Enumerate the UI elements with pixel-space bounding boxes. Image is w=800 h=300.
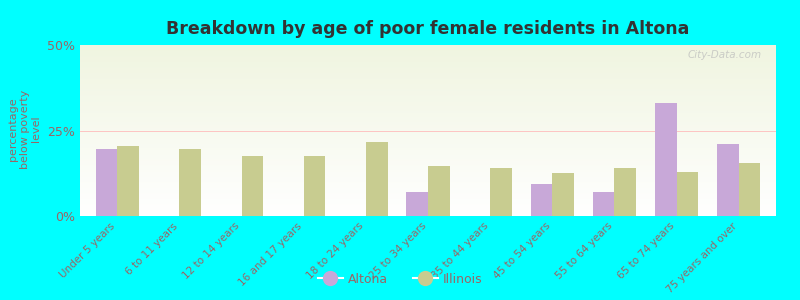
Bar: [490, 168, 512, 216]
Bar: [428, 167, 450, 216]
Bar: [304, 156, 326, 216]
Bar: [242, 156, 263, 216]
Legend: Altona, Illinois: Altona, Illinois: [313, 268, 487, 291]
Text: City-Data.com: City-Data.com: [688, 50, 762, 60]
Bar: [406, 192, 428, 216]
Bar: [530, 184, 552, 216]
Bar: [593, 192, 614, 216]
Bar: [552, 173, 574, 216]
Bar: [366, 142, 388, 216]
Bar: [614, 168, 636, 216]
Bar: [118, 146, 139, 216]
Bar: [738, 163, 761, 216]
Bar: [655, 103, 677, 216]
Title: Breakdown by age of poor female residents in Altona: Breakdown by age of poor female resident…: [166, 20, 690, 38]
Bar: [717, 144, 738, 216]
Bar: [677, 172, 698, 216]
Text: percentage
below poverty
level: percentage below poverty level: [8, 89, 42, 169]
Bar: [179, 149, 201, 216]
Bar: [95, 149, 118, 216]
